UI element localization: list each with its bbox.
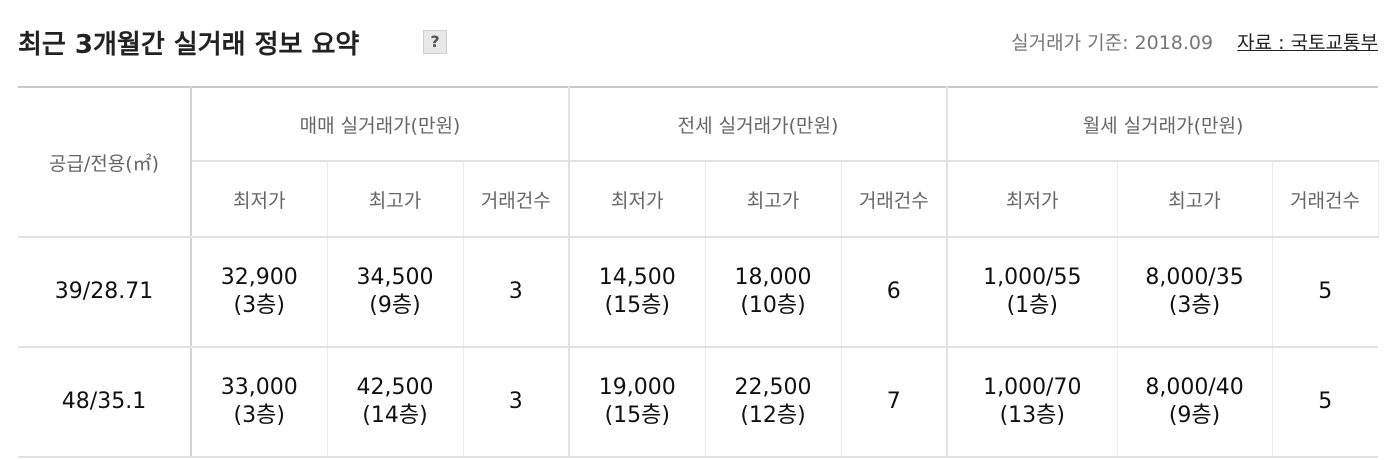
price-value: 8,000/35 — [1145, 265, 1244, 290]
sale-max-cell: 42,500 (14층) — [327, 347, 464, 458]
sale-count-header: 거래건수 — [463, 161, 571, 238]
jeonse-max-cell: 18,000 (10층) — [705, 237, 842, 348]
price-value: 19,000 — [598, 375, 676, 400]
rent-count-header: 거래건수 — [1272, 161, 1379, 238]
price-value: 22,500 — [734, 375, 812, 400]
jeonse-min-cell: 19,000 (15층) — [569, 347, 706, 458]
source-link[interactable]: 자료 : 국토교통부 — [1237, 32, 1378, 54]
rent-min-cell: 1,000/55 (1층) — [947, 237, 1118, 348]
jeonse-min-cell: 14,500 (15층) — [569, 237, 706, 348]
sale-max-cell: 34,500 (9층) — [327, 237, 464, 348]
sale-count-cell: 3 — [463, 347, 571, 458]
rent-count-cell: 5 — [1272, 237, 1379, 348]
sale-price-group-header: 매매 실거래가(만원) — [191, 87, 571, 162]
price-value: 18,000 — [734, 265, 812, 290]
floor-value: (3층) — [233, 293, 285, 318]
floor-value: (9층) — [369, 293, 421, 318]
sale-min-cell: 33,000 (3층) — [191, 347, 328, 458]
floor-value: (12층) — [740, 403, 806, 428]
rent-count-cell: 5 — [1272, 347, 1379, 458]
jeonse-max-cell: 22,500 (12층) — [705, 347, 842, 458]
floor-value: (14층) — [362, 403, 428, 428]
floor-value: (9층) — [1168, 403, 1221, 428]
jeonse-max-header: 최고가 — [705, 161, 842, 238]
price-value: 32,900 — [220, 265, 298, 290]
floor-value: (3층) — [1168, 293, 1221, 318]
rent-max-cell: 8,000/40 (9층) — [1117, 347, 1273, 458]
table-row: 48/35.1 33,000 (3층) 42,500 (14층) 3 19,000 (… — [18, 347, 1379, 458]
table-row: 39/28.71 32,900 (3층) 34,500 (9층) 3 14,500 (… — [18, 237, 1379, 348]
floor-value: (3층) — [233, 403, 285, 428]
price-value: 14,500 — [598, 265, 676, 290]
sale-min-cell: 32,900 (3층) — [191, 237, 328, 348]
price-value: 33,000 — [220, 375, 298, 400]
rent-max-header: 최고가 — [1117, 161, 1273, 238]
sale-min-header: 최저가 — [191, 161, 328, 238]
jeonse-count-cell: 6 — [841, 237, 949, 348]
jeonse-count-cell: 7 — [841, 347, 949, 458]
page-title: 최근 3개월간 실거래 정보 요약 — [18, 30, 360, 60]
area-cell: 39/28.71 — [18, 237, 192, 348]
floor-value: (13층) — [999, 403, 1065, 428]
area-header: 공급/전용(㎡) — [18, 87, 192, 238]
jeonse-price-group-header: 전세 실거래가(만원) — [569, 87, 949, 162]
transaction-summary-table: 공급/전용(㎡) 매매 실거래가(만원) 전세 실거래가(만원) 월세 실거래가… — [18, 86, 1379, 458]
basis-date-label: 실거래가 기준: 2018.09 — [1011, 32, 1214, 54]
price-value: 1,000/55 — [983, 265, 1082, 290]
floor-value: (15층) — [604, 293, 670, 318]
price-value: 42,500 — [356, 375, 434, 400]
monthly-rent-group-header: 월세 실거래가(만원) — [947, 87, 1379, 162]
sale-max-header: 최고가 — [327, 161, 464, 238]
floor-value: (10층) — [740, 293, 806, 318]
jeonse-min-header: 최저가 — [569, 161, 706, 238]
floor-value: (1층) — [1006, 293, 1058, 318]
floor-value: (15층) — [604, 403, 670, 428]
meta-info: 실거래가 기준: 2018.09 자료 : 국토교통부 — [1011, 28, 1378, 55]
rent-min-cell: 1,000/70 (13층) — [947, 347, 1118, 458]
price-value: 8,000/40 — [1145, 375, 1244, 400]
area-cell: 48/35.1 — [18, 347, 192, 458]
help-icon[interactable]: ? — [423, 30, 447, 54]
price-value: 1,000/70 — [983, 375, 1082, 400]
jeonse-count-header: 거래건수 — [841, 161, 949, 238]
title-bar: 최근 3개월간 실거래 정보 요약 ? 실거래가 기준: 2018.09 자료 … — [18, 22, 1378, 62]
price-value: 34,500 — [356, 265, 434, 290]
rent-max-cell: 8,000/35 (3층) — [1117, 237, 1273, 348]
rent-min-header: 최저가 — [947, 161, 1118, 238]
sale-count-cell: 3 — [463, 237, 571, 348]
